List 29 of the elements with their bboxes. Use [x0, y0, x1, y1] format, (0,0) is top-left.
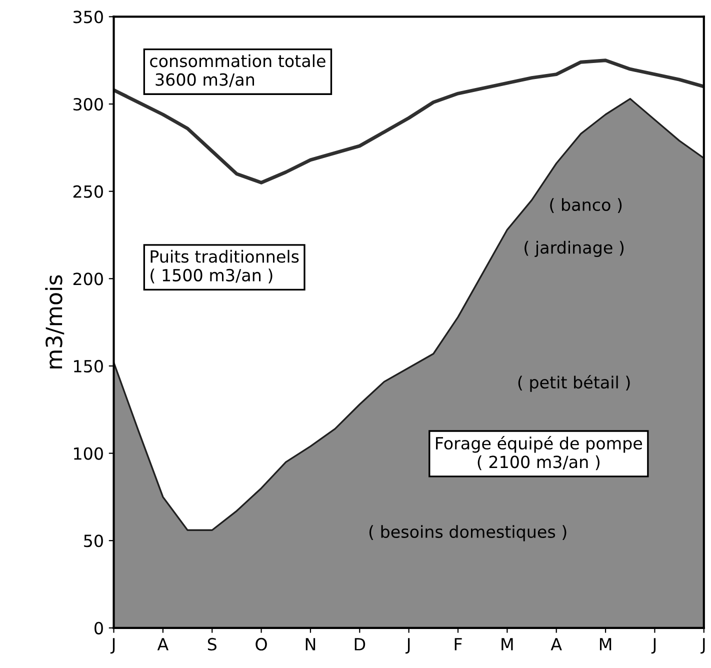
x-tick-label: S — [208, 638, 216, 651]
annotation: Puits traditionnels ( 1500 m3/an ) — [150, 250, 299, 284]
x-tick-label: M — [600, 638, 612, 650]
x-tick-label: N — [306, 638, 316, 650]
y-tick-label: 300 — [73, 98, 103, 111]
x-tick-label: J — [110, 638, 115, 654]
y-tick-label: 0 — [94, 622, 103, 634]
annotation: consommation totale 3600 m3/an — [150, 54, 326, 88]
y-tick-label: 150 — [74, 360, 103, 373]
x-tick-label: O — [256, 638, 267, 651]
x-tick-label: D — [354, 638, 366, 650]
x-tick-label: A — [157, 638, 168, 650]
x-tick-label: J — [406, 638, 410, 654]
y-tick-label: 50 — [84, 534, 103, 548]
annotation: ( besoins domestiques ) — [369, 525, 566, 542]
annotation: ( petit bétail ) — [518, 375, 630, 392]
annotation: Forage équipé de pompe ( 2100 m3/an ) — [436, 436, 642, 470]
x-tick-label: F — [454, 638, 462, 650]
y-tick-label: 250 — [73, 185, 103, 198]
x-tick-label: J — [700, 638, 705, 654]
annotation: ( banco ) — [550, 198, 622, 213]
y-axis-title: m3/mois — [45, 275, 64, 368]
x-tick-label: J — [651, 638, 656, 654]
y-tick-label: 100 — [74, 447, 103, 460]
x-tick-label: A — [550, 638, 562, 650]
y-tick-label: 350 — [73, 10, 103, 24]
annotation: ( jardinage ) — [524, 240, 624, 258]
y-tick-label: 200 — [73, 272, 103, 286]
x-tick-label: M — [502, 638, 513, 650]
